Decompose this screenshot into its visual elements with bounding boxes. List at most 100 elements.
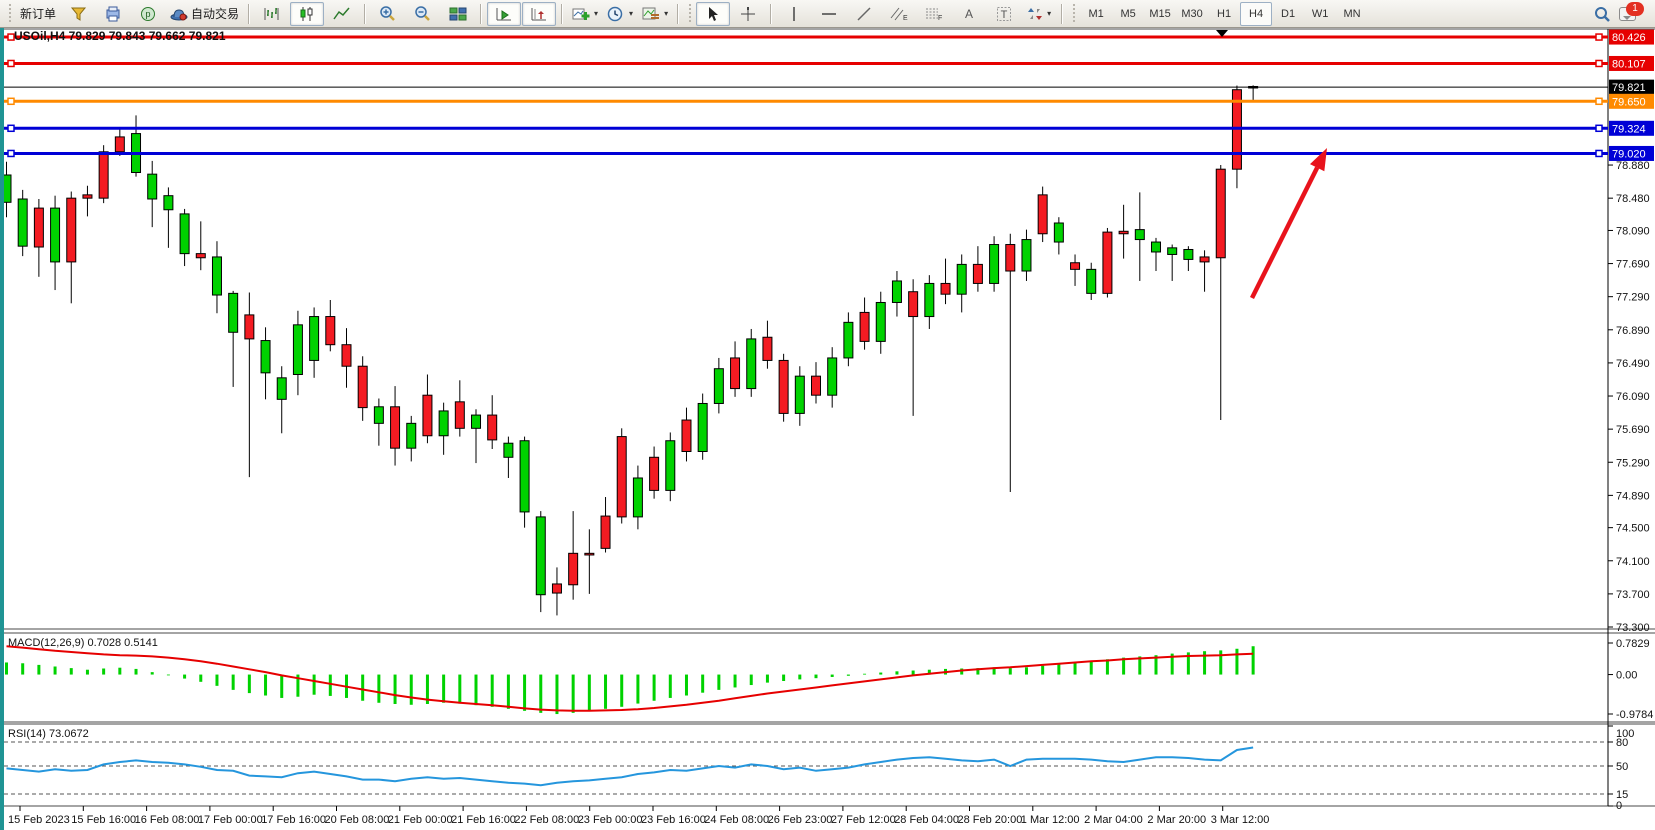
chart-shift-button[interactable] <box>522 1 557 26</box>
candle-body <box>616 436 627 518</box>
time-axis-label: 15 Feb 16:00 <box>71 814 136 826</box>
price-axis-label: 73.300 <box>1616 622 1650 634</box>
hline-handle[interactable] <box>1595 149 1603 158</box>
price-box-value: 80.107 <box>1612 58 1646 70</box>
candlestick-chart-icon <box>300 6 313 21</box>
chart-title: USOil,H4 79.829 79.843 79.662 79.821 <box>14 29 226 43</box>
candle-body <box>33 207 44 248</box>
vertical-line-tool-button[interactable] <box>777 2 811 26</box>
candle-body <box>1070 262 1081 270</box>
candle-body <box>422 394 433 437</box>
time-axis-label: 28 Feb 20:00 <box>958 814 1023 826</box>
publisher-icon-button[interactable] <box>96 2 130 26</box>
candle-body <box>1037 194 1048 235</box>
bar-chart-button[interactable] <box>255 2 289 26</box>
toolbar-grip[interactable] <box>1071 3 1077 24</box>
hline-handle[interactable] <box>7 33 15 41</box>
indicators-button[interactable]: ▾ <box>568 2 602 26</box>
price-box <box>1609 93 1654 109</box>
chart-shift-marker-icon[interactable] <box>1216 30 1228 37</box>
hline-handle[interactable] <box>1595 97 1603 106</box>
candle-body <box>50 207 61 263</box>
text-tool-button[interactable]: A <box>952 2 986 26</box>
timeframe-m15[interactable]: M15 <box>1149 7 1171 20</box>
toolbar-grip[interactable] <box>687 3 693 24</box>
zoom-out-button[interactable] <box>406 2 440 26</box>
fibonacci-tool-button[interactable]: F <box>917 2 951 26</box>
candle-body <box>762 336 773 361</box>
trend-arrow-line[interactable] <box>1249 166 1320 300</box>
horizontal-line-tool-button[interactable] <box>812 2 846 26</box>
channel-tool-button[interactable]: E <box>882 2 916 26</box>
candle-body <box>827 357 838 396</box>
hline-handle[interactable] <box>1595 59 1603 68</box>
candle-body <box>438 410 449 437</box>
price-axis-label: 74.100 <box>1616 556 1650 568</box>
signal-icon: p <box>140 6 155 21</box>
price-box <box>1609 145 1654 161</box>
chart-canvas[interactable]: 80.426 80.107 79.821 79.650 79.324 79.020 78.… <box>0 28 1655 830</box>
trendline-tool-button[interactable] <box>847 2 881 26</box>
hline-handle[interactable] <box>7 97 15 106</box>
toolbar-grip[interactable] <box>7 3 12 24</box>
toolbar: 新订单 p 自动交易 <box>0 0 1655 28</box>
timeframe-w1[interactable]: W1 <box>1311 7 1329 20</box>
hline-handle[interactable] <box>1595 124 1603 133</box>
periods-button[interactable]: ▾ <box>603 2 637 26</box>
candlestick-chart-button[interactable] <box>290 1 325 26</box>
candle-body <box>989 244 1000 284</box>
rsi-axis-label: 0 <box>1616 800 1622 812</box>
candle-body <box>600 515 611 549</box>
timeframe-mn[interactable]: MN <box>1343 7 1361 20</box>
arrows-tool-button[interactable]: ▾ <box>1022 2 1056 26</box>
auto-scroll-button[interactable] <box>487 1 522 26</box>
candle-body <box>454 401 465 429</box>
price-axis-label: 75.690 <box>1616 424 1650 436</box>
signal-icon-button[interactable]: p <box>131 2 165 26</box>
candle-body <box>972 263 983 284</box>
candle-body <box>147 173 158 200</box>
notifications-button[interactable]: 1 <box>1619 1 1644 24</box>
auto-trading-button[interactable]: 自动交易 <box>166 2 243 26</box>
label-tool-button[interactable]: T <box>987 2 1021 26</box>
candle-body <box>519 440 530 513</box>
hline-handle[interactable] <box>7 149 15 158</box>
tile-windows-button[interactable] <box>441 2 475 26</box>
cursor-tool-button[interactable] <box>696 1 731 26</box>
candle-body <box>535 516 546 596</box>
timeframe-h4[interactable]: H4 <box>1240 1 1273 26</box>
hline-handle[interactable] <box>7 59 15 68</box>
candle-body <box>357 365 368 409</box>
notification-badge: 1 <box>1626 1 1644 16</box>
price-box <box>1609 55 1654 71</box>
zoom-out-icon <box>415 5 430 21</box>
funnel-icon-button[interactable] <box>61 2 95 26</box>
template-icon <box>642 7 660 19</box>
tile-windows-icon <box>449 7 467 20</box>
line-chart-button[interactable] <box>325 2 359 26</box>
hline-handle[interactable] <box>1595 33 1603 41</box>
timeframe-m30[interactable]: M30 <box>1181 7 1203 20</box>
templates-button[interactable]: ▾ <box>638 2 672 26</box>
trend-arrow-head[interactable] <box>1310 148 1327 172</box>
timeframe-m5[interactable]: M5 <box>1120 7 1136 20</box>
candle-body <box>794 375 805 414</box>
candle-body <box>1199 256 1210 263</box>
time-axis-label: 23 Feb 16:00 <box>641 814 706 826</box>
new-order-button[interactable]: 新订单 <box>16 2 60 26</box>
zoom-in-button[interactable] <box>371 2 405 26</box>
candle-body <box>875 301 886 342</box>
price-box-value: 79.650 <box>1612 96 1646 108</box>
time-axis-label: 3 Mar 12:00 <box>1211 814 1270 826</box>
search-icon[interactable] <box>1593 5 1611 23</box>
candle-body <box>859 311 870 342</box>
timeframe-m1[interactable]: M1 <box>1088 7 1104 20</box>
timeframe-h1[interactable]: H1 <box>1217 7 1232 20</box>
timeframe-d1[interactable]: D1 <box>1281 7 1296 20</box>
window-left-border <box>0 28 4 830</box>
crosshair-tool-button[interactable] <box>731 2 765 26</box>
add-indicator-icon <box>572 8 590 20</box>
hline-handle[interactable] <box>7 124 15 133</box>
price-box-value: 80.426 <box>1612 32 1646 44</box>
price-axis-label: 76.490 <box>1616 358 1650 370</box>
